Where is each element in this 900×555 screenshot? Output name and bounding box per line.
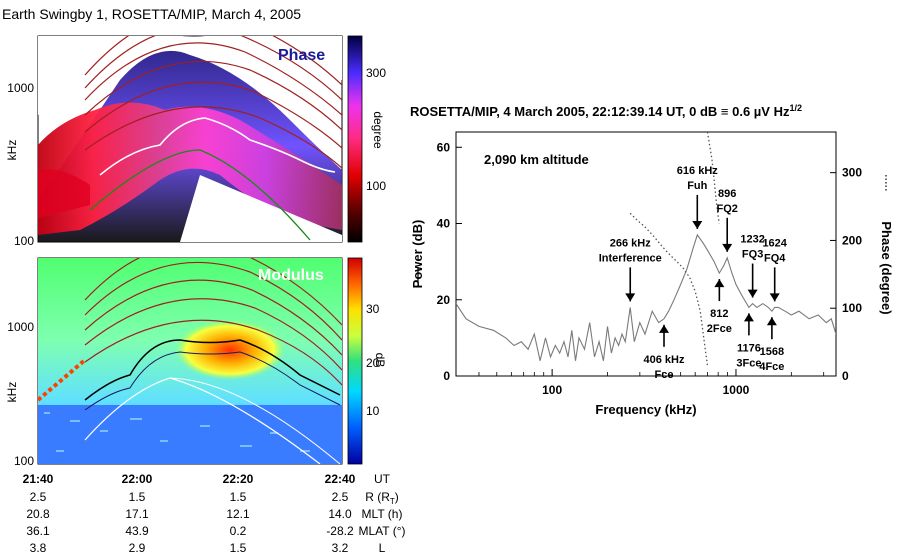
annotation-arrowhead — [692, 220, 703, 229]
modulus-colorbar-tick-20: 20 — [366, 356, 380, 370]
phase-ytick-100: 100 — [14, 234, 34, 248]
annotation-arrowhead — [625, 293, 636, 302]
phase-series-line — [706, 132, 720, 224]
annotation-arrowhead — [659, 324, 670, 333]
ephemeris-value: 1.5 — [230, 541, 247, 555]
spectrum-y-axis-label: Power (dB) — [410, 220, 425, 289]
annotation-label: 1176 3Fce — [736, 342, 761, 369]
time-tick: 21:40 — [23, 472, 54, 486]
phase-colorbar — [347, 35, 363, 243]
spectrum-ytick-label: 0 — [443, 369, 450, 383]
ephemeris-value: 2.5 — [30, 490, 47, 504]
ephemeris-value: 36.1 — [26, 524, 50, 538]
spectrum-y-axis-label-group: Power (dB) — [410, 220, 425, 289]
spectrum-chart: ROSETTA/MIP, 4 March 2005, 22:12:39.14 U… — [410, 103, 894, 417]
ephemeris-value: 0.2 — [230, 524, 247, 538]
modulus-panel-label: Modulus — [258, 267, 324, 284]
spectrum-x-axis-label: Frequency (kHz) — [595, 402, 696, 417]
ephemeris-value: 12.1 — [226, 507, 250, 521]
phase-harmonic-curves — [84, 36, 342, 169]
modulus-colorbar-tick-30: 30 — [366, 302, 380, 316]
modulus-y-axis-label: kHz — [5, 382, 19, 403]
modulus-ytick-1000: 1000 — [7, 320, 34, 334]
ephemeris-value: 14.0 — [328, 507, 352, 521]
time-tick: 22:40 — [325, 472, 356, 486]
spectrum-y2tick-label: 200 — [842, 233, 862, 247]
annotation-label: 406 kHz Fce — [644, 354, 685, 381]
phase-colorbar-label: degree — [371, 111, 385, 149]
phase-white-line — [99, 117, 336, 176]
ephemeris-value: 1.5 — [129, 490, 146, 504]
annotation-label: 1624 FQ4 — [762, 237, 787, 264]
annotation-label: 616 kHz Fuh — [677, 165, 718, 192]
time-tick: 22:00 — [122, 472, 153, 486]
modulus-panel: Modulus 1000 100 kHz 30 20 10 dB — [5, 257, 387, 468]
phase-ytick-1000: 1000 — [7, 81, 34, 95]
ephemeris-value: 3.2 — [332, 541, 349, 555]
ephemeris-value: 2.9 — [129, 541, 146, 555]
annotation-label: 266 kHz Interference — [599, 237, 662, 264]
ephemeris-table: 21:40 22:00 22:20 22:40 UT 2.5 1.5 1.5 2.5 R (RT)… — [23, 472, 406, 555]
ephemeris-value: 1.5 — [230, 490, 247, 504]
phase-y-axis-label: kHz — [5, 140, 19, 161]
phase-green-line — [89, 149, 311, 241]
ephemeris-value: 3.8 — [30, 541, 47, 555]
spectrum-y2-axis-label-group: Phase (degree) — [879, 175, 894, 315]
power-series-line — [456, 233, 836, 361]
phase-heatmap — [38, 36, 342, 242]
ephemeris-row-label: MLT (h) — [362, 507, 403, 521]
annotation-label: 1232 FQ3 — [740, 234, 764, 261]
modulus-ytick-100: 100 — [14, 454, 34, 468]
ephemeris-value: -28.2 — [326, 524, 354, 538]
modulus-colorbar-label: dB — [373, 353, 387, 368]
annotation-arrowhead — [766, 317, 777, 326]
ephemeris-row-label: L — [379, 541, 386, 555]
spectrum-xtick-label: 1000 — [723, 383, 750, 397]
modulus-colorbar-tick-10: 10 — [366, 404, 380, 418]
annotation-arrowhead — [722, 243, 733, 252]
spectrum-ytick-label: 60 — [437, 140, 451, 154]
annotation-arrowhead — [747, 289, 758, 298]
spectrum-ytick-label: 20 — [437, 293, 451, 307]
annotation-arrowhead — [769, 293, 780, 302]
phase-colorbar-tick-100: 100 — [366, 179, 386, 193]
figure-title: Earth Swingby 1, ROSETTA/MIP, March 4, 2… — [2, 6, 301, 22]
phase-panel: Phase 1000 100 kHz 300 100 degree — [5, 35, 386, 248]
ephemeris-value: 20.8 — [26, 507, 50, 521]
modulus-colorbar — [347, 257, 363, 465]
modulus-harmonic-curves — [84, 258, 342, 386]
annotation-arrowhead — [743, 313, 754, 322]
annotation-label: 1568 4Fce — [759, 346, 784, 373]
annotation-arrowhead — [714, 279, 725, 288]
phase-panel-label: Phase — [278, 47, 325, 64]
time-tick: 22:20 — [223, 472, 254, 486]
modulus-heatmap — [38, 258, 342, 464]
ephemeris-row-label: R (RT) — [365, 490, 399, 506]
ephemeris-row-label: UT — [374, 472, 391, 486]
ephemeris-value: 2.5 — [332, 490, 349, 504]
spectrum-y2tick-label: 300 — [842, 166, 862, 180]
annotation-label: 812 2Fce — [707, 308, 732, 335]
ephemeris-value: 43.9 — [125, 524, 149, 538]
ephemeris-row-label: MLAT (°) — [358, 524, 405, 538]
spectrum-title: ROSETTA/MIP, 4 March 2005, 22:12:39.14 U… — [410, 103, 802, 119]
annotation-label: 896 FQ2 — [717, 188, 738, 215]
spectrum-altitude-annotation: 2,090 km altitude — [484, 152, 589, 167]
spectrum-y2tick-label: 100 — [842, 301, 862, 315]
spectrum-y2-axis-label: Phase (degree) — [879, 221, 894, 314]
spectrum-y2tick-label: 0 — [842, 369, 849, 383]
phase-series-line — [629, 212, 709, 366]
spectrum-ytick-label: 40 — [437, 217, 451, 231]
phase-colorbar-tick-300: 300 — [366, 66, 386, 80]
spectrum-xtick-label: 100 — [542, 383, 562, 397]
ephemeris-value: 17.1 — [125, 507, 149, 521]
